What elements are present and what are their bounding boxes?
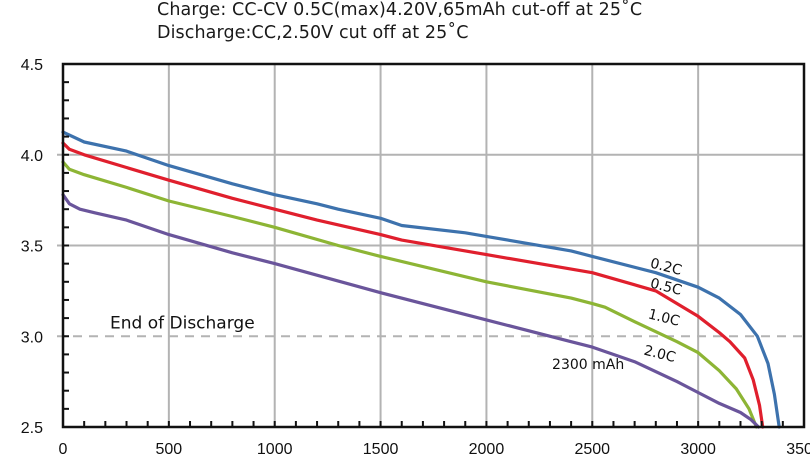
y-tick-label: 2.5: [21, 420, 43, 437]
capacity-annotation: 2300 mAh: [552, 357, 624, 373]
x-tick-label: 500: [156, 441, 183, 455]
series-line-2-0C: [61, 193, 761, 429]
series-label: 2.0C: [642, 343, 677, 366]
x-tick-label: 2000: [469, 441, 505, 455]
x-tick-label: 2500: [574, 441, 610, 455]
x-tick-label: 3500: [786, 441, 810, 455]
y-tick-label: 3.0: [21, 329, 43, 346]
x-tick-label: 3000: [680, 441, 716, 455]
series-line-0-2C: [61, 130, 781, 429]
y-tick-label: 4.5: [21, 57, 43, 74]
series-lines: [61, 130, 781, 429]
end-of-discharge-label: End of Discharge: [110, 313, 255, 333]
chart-subtitle: Discharge:CC,2.50V cut off at 25˚C: [157, 23, 469, 43]
series-label: 1.0C: [646, 306, 681, 329]
y-tick-label: 4.0: [21, 148, 43, 165]
series-label: 0.2C: [648, 256, 683, 279]
series-line-0-5C: [61, 141, 765, 429]
x-tick-label: 0: [59, 441, 68, 455]
series-label: 0.5C: [648, 276, 683, 299]
chart-title: Charge: CC-CV 0.5C(max)4.20V,65mAh cut-o…: [157, 0, 643, 20]
axes: [61, 62, 806, 429]
x-tick-label: 1500: [363, 441, 399, 455]
labels: 0 500 1000 1500 2000 2500 3000 3500 2.5 3.0 3.5 4.0…: [21, 57, 810, 455]
y-tick-label: 3.5: [21, 239, 43, 256]
x-tick-label: 1000: [257, 441, 293, 455]
series-line-1-0C: [61, 160, 758, 429]
